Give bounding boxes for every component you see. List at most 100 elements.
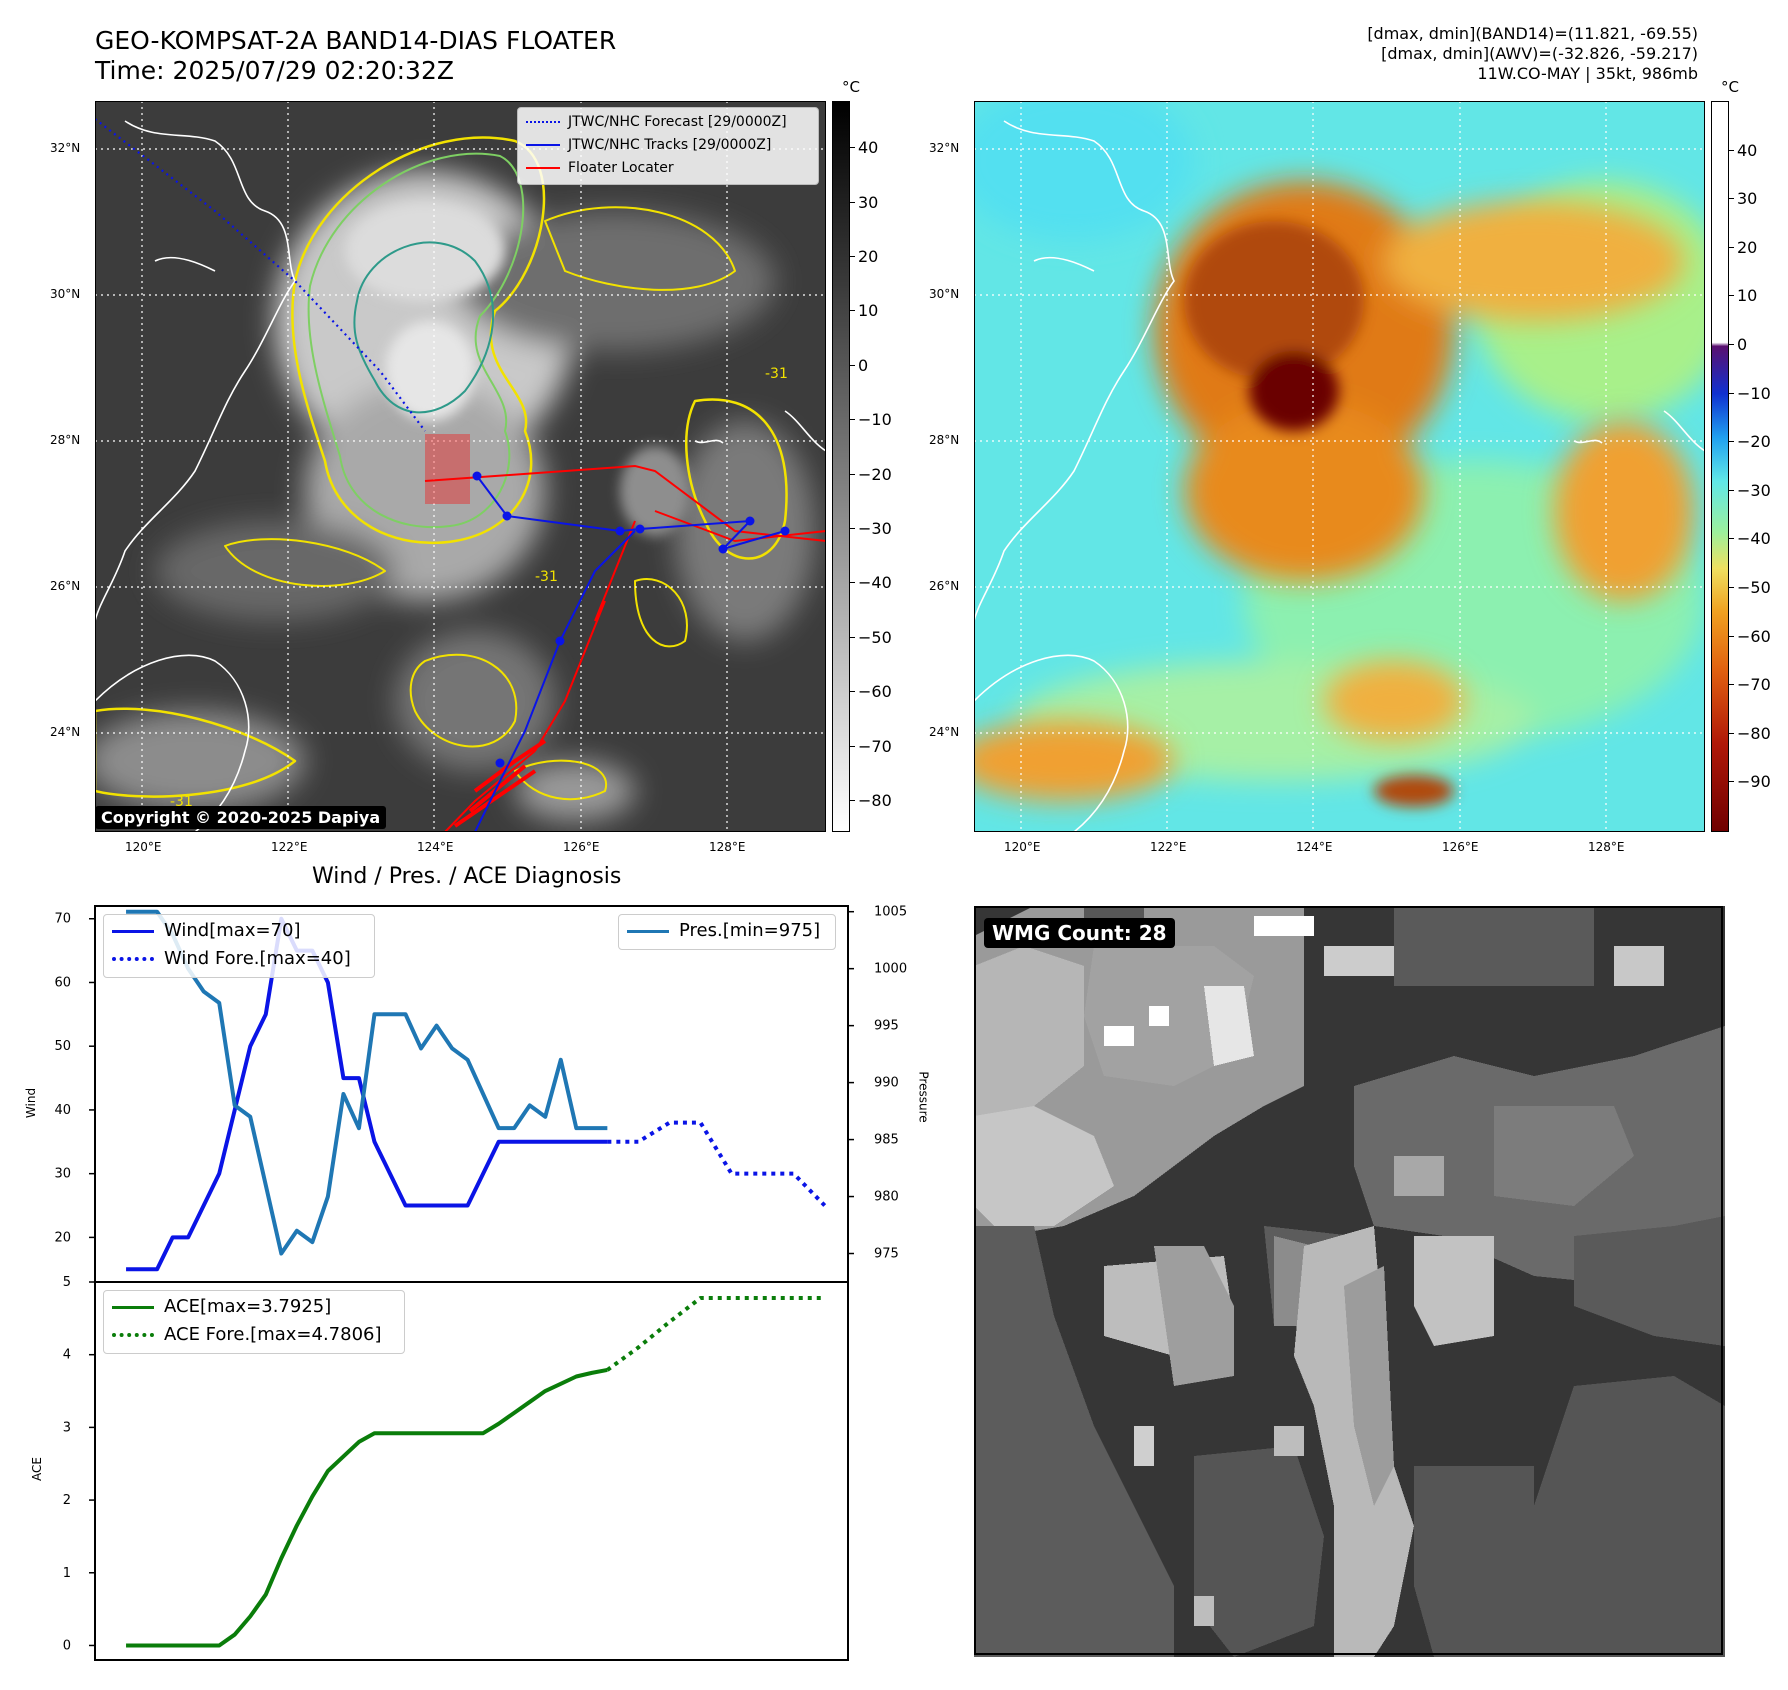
colorbar-tick	[1729, 587, 1734, 588]
colorbar-tick	[850, 582, 855, 584]
colorbar-tick-label: −60	[1737, 626, 1771, 646]
lat-label: 28°N	[929, 433, 960, 447]
wmg-count-badge: WMG Count: 28	[984, 918, 1175, 948]
ace-series-line	[126, 1367, 608, 1648]
colorbar-tick-label: −30	[858, 519, 892, 539]
legend-entry: JTWC/NHC Tracks [29/0000Z]	[526, 137, 771, 153]
colorbar-tick	[850, 691, 855, 693]
pressure-ytick-label: 1000	[874, 962, 907, 977]
info-line-3: 11W.CO-MAY | 35kt, 986mb	[1477, 64, 1698, 83]
colorbar-tick-label: 20	[1737, 237, 1758, 257]
lon-label: 122°E	[1150, 840, 1187, 854]
lat-label: 30°N	[50, 287, 81, 301]
lat-label: 26°N	[929, 579, 960, 593]
colorbar-tick	[850, 201, 855, 203]
colorbar-tick	[1729, 635, 1734, 637]
legend-swatch-pressure	[627, 929, 669, 933]
colorbar-tick	[1729, 781, 1734, 783]
lat-label: 24°N	[929, 725, 960, 739]
pressure-legend: Pres.[min=975]	[618, 914, 836, 950]
lon-label: 120°E	[1004, 840, 1041, 854]
lat-label: 28°N	[50, 433, 81, 447]
ace-forecast-series-line	[606, 1295, 825, 1372]
ir-legend: JTWC/NHC Forecast [29/0000Z] JTWC/NHC Tr…	[517, 107, 819, 185]
colorbar-tick	[1729, 441, 1734, 443]
legend-entry: Wind Fore.[max=40]	[112, 948, 351, 969]
colorbar-tick-label: −20	[858, 464, 892, 484]
ace-ytick-label: 0	[63, 1638, 71, 1653]
colorbar-tick-label: −30	[1737, 480, 1771, 500]
wind-ytick-label: 50	[54, 1039, 71, 1054]
lat-label: 32°N	[929, 141, 960, 155]
lon-label: 128°E	[709, 840, 746, 854]
pressure-ytick-label: 980	[874, 1190, 899, 1205]
ace-ytick-label: 5	[63, 1275, 71, 1290]
ir-map-panel: -31 -31 -31 JTWC/NHC Forecast [29/0000Z]…	[95, 101, 826, 832]
lon-label: 124°E	[417, 840, 454, 854]
wmg-frame	[974, 906, 1723, 1655]
wind-ytick-label: 20	[54, 1230, 71, 1245]
wind-ylabel: Wind	[24, 1087, 39, 1119]
ace-ytick-label: 4	[63, 1348, 71, 1363]
copyright-badge: Copyright © 2020-2025 Dapiya	[95, 806, 387, 829]
chart-title: GEO-KOMPSAT-2A BAND14-DIAS FLOATER	[95, 26, 617, 55]
colorbar-tick	[1729, 489, 1734, 491]
chart-time: Time: 2025/07/29 02:20:32Z	[95, 56, 454, 85]
ir-colorbar	[832, 101, 850, 832]
colorbar-tick	[1729, 344, 1734, 345]
legend-entry: Pres.[min=975]	[627, 920, 820, 941]
awv-map-frame	[974, 101, 1705, 832]
colorbar-tick	[1729, 198, 1734, 200]
colorbar-tick-label: 30	[858, 192, 879, 212]
colorbar-tick	[1729, 295, 1734, 297]
colorbar-tick-label: −40	[1737, 529, 1771, 549]
wind-ytick-label: 60	[54, 975, 71, 990]
pressure-ytick-label: 995	[874, 1019, 899, 1034]
lon-label: 122°E	[271, 840, 308, 854]
awv-colorbar	[1711, 101, 1729, 832]
colorbar-tick-label: −60	[858, 682, 892, 702]
pressure-ytick-label: 1005	[874, 905, 907, 920]
lon-label: 128°E	[1588, 840, 1625, 854]
ir-map-image	[95, 101, 826, 832]
contour-label: -31	[535, 569, 558, 585]
colorbar-tick	[1729, 246, 1734, 248]
awv-map-image	[974, 101, 1705, 832]
ir-map-frame	[95, 101, 826, 832]
lon-label: 126°E	[563, 840, 600, 854]
colorbar-tick-label: 20	[858, 247, 879, 267]
legend-swatch-ace-forecast	[112, 1333, 154, 1337]
colorbar-tick-label: 0	[858, 355, 869, 375]
colorbar-tick	[850, 364, 855, 366]
ace-ytick-label: 2	[63, 1493, 71, 1508]
lon-label: 126°E	[1442, 840, 1479, 854]
awv-map-panel	[974, 101, 1705, 832]
colorbar-tick	[850, 800, 855, 802]
lat-label: 32°N	[50, 141, 81, 155]
colorbar-tick	[850, 256, 855, 258]
wind-ytick-label: 30	[54, 1167, 71, 1182]
lat-label: 26°N	[50, 579, 81, 593]
legend-swatch-forecast	[526, 121, 560, 123]
legend-swatch-wind-forecast	[112, 957, 154, 961]
ace-ytick-label: 3	[63, 1420, 71, 1435]
colorbar-tick	[850, 419, 855, 421]
lat-label: 30°N	[929, 287, 960, 301]
colorbar-tick-label: −10	[1737, 383, 1771, 403]
colorbar-tick-label: −70	[858, 736, 892, 756]
wmg-image	[974, 906, 1725, 1657]
legend-swatch-floater	[526, 167, 560, 169]
colorbar-tick-label: −50	[858, 627, 892, 647]
colorbar-tick	[1729, 392, 1734, 394]
colorbar-tick	[850, 745, 855, 747]
colorbar-tick-label: 10	[1737, 286, 1758, 306]
colorbar-tick-label: −10	[858, 410, 892, 430]
colorbar-tick-label: −50	[1737, 578, 1771, 597]
info-line-1: [dmax, dmin](BAND14)=(11.821, -69.55)	[1367, 24, 1698, 43]
legend-swatch-wind	[112, 929, 154, 933]
colorbar-tick	[1729, 538, 1734, 540]
wind-legend: Wind[max=70] Wind Fore.[max=40]	[103, 914, 375, 978]
colorbar-tick-label: −40	[858, 573, 892, 593]
legend-entry: JTWC/NHC Forecast [29/0000Z]	[526, 114, 787, 130]
lon-label: 120°E	[125, 840, 162, 854]
